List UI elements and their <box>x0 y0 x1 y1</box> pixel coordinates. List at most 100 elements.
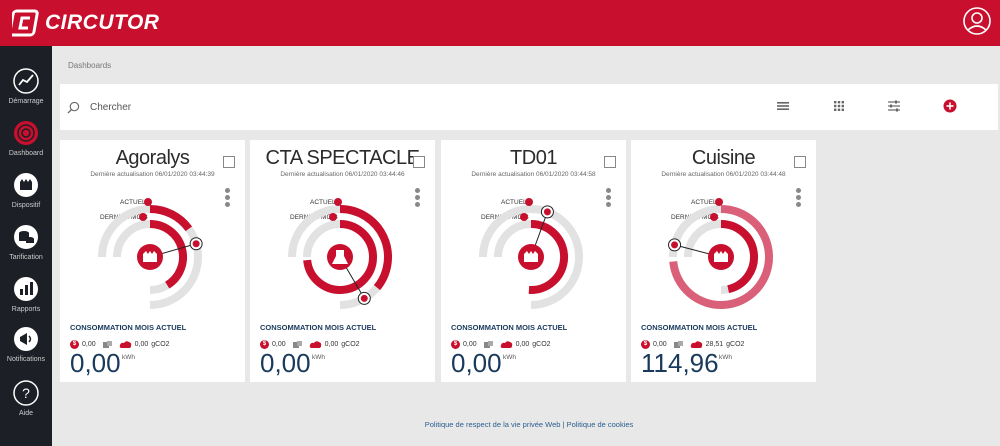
card-menu-icon[interactable] <box>225 188 231 210</box>
gauge-inner-arc <box>528 219 569 294</box>
footer-separator: | <box>560 420 567 429</box>
cost-icon: $ <box>70 339 79 349</box>
coins-icon <box>673 340 683 348</box>
card-title: Agoralys <box>115 147 190 169</box>
legend-actuel: ACTUEL <box>120 199 146 206</box>
card-menu-icon[interactable] <box>415 188 421 210</box>
co2-cloud-icon <box>119 340 131 348</box>
card-title: Cuisine <box>691 147 756 169</box>
filter-sliders-icon[interactable] <box>887 99 901 113</box>
search-input[interactable] <box>90 98 390 116</box>
coins-icon <box>14 225 38 249</box>
gauge-marker-dot <box>360 294 368 302</box>
card-title: CTA SPECTACLE <box>265 147 420 169</box>
consumption-title: CONSOMMATION MOIS ACTUEL <box>641 323 758 332</box>
circutor-logo[interactable]: CIRCUTOR <box>12 7 159 39</box>
card-select-checkbox[interactable] <box>413 156 425 168</box>
dashboard-card[interactable]: TD01 Dernière actualisation 06/01/2020 0… <box>441 140 626 382</box>
card-menu-icon[interactable] <box>606 188 612 210</box>
gauge-outer-arc <box>669 205 773 309</box>
bar-chart-icon <box>14 277 38 301</box>
consumption-gauge <box>288 198 392 309</box>
sidebar-item-label: Notifications <box>6 356 46 363</box>
sidebar-item-label: Tarification <box>9 254 43 261</box>
card-last-update: Dernière actualisation 06/01/2020 03:44:… <box>90 171 215 178</box>
sidebar-item-rapports[interactable]: Rapports <box>0 276 52 328</box>
sidebar-item-dashboard[interactable]: Dashboard <box>0 120 52 172</box>
consumption-title: CONSOMMATION MOIS ACTUEL <box>70 323 187 332</box>
co2-unit: gCO2 <box>151 340 170 348</box>
legend-actuel-dot <box>144 198 152 206</box>
card-last-update: Dernière actualisation 06/01/2020 03:44:… <box>471 171 596 178</box>
consumption-value: 0,00 <box>451 348 502 378</box>
gauge-outer-arc <box>149 205 193 232</box>
legend-actuel: ACTUEL <box>310 199 336 206</box>
card-menu-icon[interactable] <box>796 188 802 210</box>
dashboard-icon <box>14 121 38 145</box>
card-metrics: $0,00 28,51 gCO2 <box>641 338 750 350</box>
card-last-update: Dernière actualisation 06/01/2020 03:44:… <box>661 171 786 178</box>
meter-icon <box>14 173 38 197</box>
co2-cloud-icon <box>309 340 321 348</box>
search-bar <box>60 84 998 130</box>
legend-dernier-mois-dot <box>329 213 337 221</box>
consumption-value: 114,96 <box>641 348 719 378</box>
cost-icon: $ <box>260 339 269 349</box>
consumption-unit: kWh <box>719 354 732 361</box>
logo-text: CIRCUTOR <box>45 11 160 34</box>
footer: Politique de respect de la vie privée We… <box>60 420 998 429</box>
consumption-gauge <box>479 198 583 309</box>
co2-unit: gCO2 <box>726 340 745 348</box>
sidebar-item-dispositif[interactable]: Dispositif <box>0 172 52 224</box>
consumption-value: 0,00 <box>70 348 121 378</box>
megaphone-icon <box>14 327 38 351</box>
consumption-value: 0,00 <box>260 348 311 378</box>
add-dashboard-icon[interactable] <box>943 99 957 113</box>
flask-icon <box>332 250 348 264</box>
cost-value: 0,00 <box>272 340 286 348</box>
co2-value: 0,00 <box>324 340 339 348</box>
coins-icon <box>483 340 493 348</box>
dashboard-card[interactable]: CTA SPECTACLE Dernière actualisation 06/… <box>250 140 435 382</box>
card-select-checkbox[interactable] <box>223 156 235 168</box>
factory-icon <box>143 251 157 262</box>
logo-mark-icon <box>12 9 39 37</box>
cookie-policy-link[interactable]: Politique de cookies <box>566 420 634 429</box>
search-icon <box>67 101 80 114</box>
top-bar: CIRCUTOR <box>0 0 1000 46</box>
sidebar-item-notifications[interactable]: Notifications <box>0 326 52 378</box>
card-metrics: $0,00 0,00 gCO2 <box>451 338 557 350</box>
cost-value: 0,00 <box>463 340 477 348</box>
legend-actuel: ACTUEL <box>691 199 717 206</box>
consumption-unit: kWh <box>503 354 516 361</box>
consumption-gauge <box>668 198 773 309</box>
gauge-marker-dot <box>671 241 679 249</box>
chart-line-icon <box>13 68 39 94</box>
consumption-unit: kWh <box>312 354 325 361</box>
card-last-update: Dernière actualisation 06/01/2020 03:44:… <box>280 171 405 178</box>
sidebar-item-aide[interactable]: ? Aide <box>0 380 52 432</box>
card-title: TD01 <box>510 147 557 169</box>
consumption-unit: kWh <box>122 354 135 361</box>
card-select-checkbox[interactable] <box>604 156 616 168</box>
list-view-icon[interactable] <box>776 99 790 113</box>
user-account-icon[interactable] <box>962 6 992 36</box>
card-metrics: $0,00 0,00 gCO2 <box>260 338 366 350</box>
breadcrumb[interactable]: Dashboards <box>68 61 112 70</box>
sidebar-item-demarrage[interactable]: Démarrage <box>0 68 52 120</box>
dashboard-card[interactable]: Cuisine Dernière actualisation 06/01/202… <box>631 140 816 382</box>
factory-icon <box>524 251 538 262</box>
sidebar-item-tarification[interactable]: Tarification <box>0 224 52 276</box>
privacy-policy-link[interactable]: Politique de respect de la vie privée We… <box>424 420 561 429</box>
cost-icon: $ <box>451 339 460 349</box>
legend-actuel-dot <box>334 198 342 206</box>
sidebar-item-label: Rapports <box>11 306 41 313</box>
card-select-checkbox[interactable] <box>794 156 806 168</box>
dashboard-card[interactable]: Agoralys Dernière actualisation 06/01/20… <box>60 140 245 382</box>
co2-unit: gCO2 <box>532 340 551 348</box>
co2-value: 28,51 <box>705 340 724 348</box>
consumption-title: CONSOMMATION MOIS ACTUEL <box>260 323 377 332</box>
grid-view-icon[interactable] <box>832 99 846 113</box>
gauge-outer-arc <box>339 205 392 291</box>
card-metrics: $0,00 0,00 gCO2 <box>70 338 176 350</box>
